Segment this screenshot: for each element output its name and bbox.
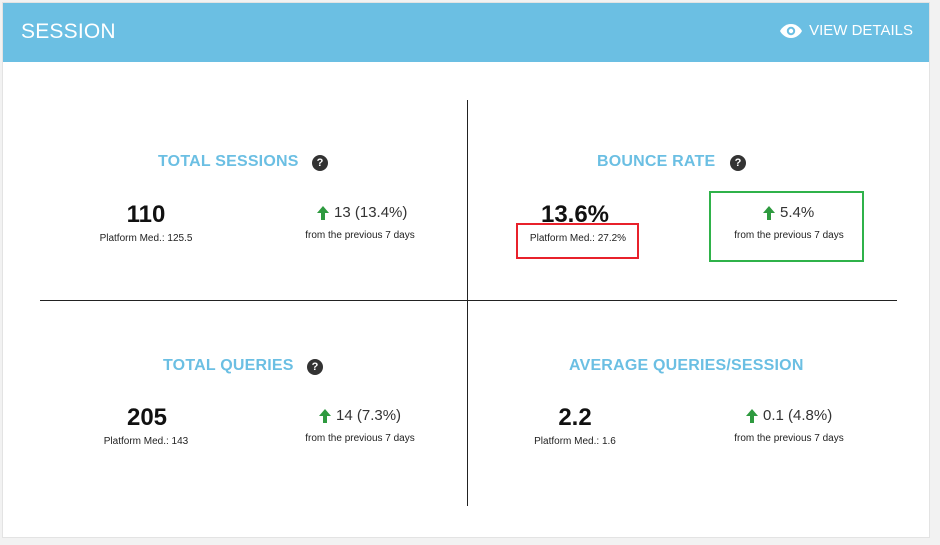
horizontal-divider — [40, 300, 897, 301]
arrow-up-icon — [317, 205, 329, 220]
eye-icon — [780, 23, 803, 38]
avg-queries-median: Platform Med.: 1.6 — [534, 436, 616, 447]
total-sessions-change-value: 13 (13.4%) — [334, 204, 408, 221]
avg-queries-value: 2.2 — [558, 404, 592, 431]
bounce-rate-title: BOUNCE RATE — [597, 153, 716, 170]
question-icon[interactable]: ? — [312, 155, 328, 171]
view-details-button[interactable]: VIEW DETAILS — [779, 22, 913, 39]
bounce-rate-change-value: 5.4% — [780, 204, 815, 221]
avg-queries-change-value: 0.1 (4.8%) — [763, 407, 833, 424]
avg-queries-period: from the previous 7 days — [734, 433, 844, 444]
arrow-up-icon — [763, 205, 775, 220]
total-sessions-period: from the previous 7 days — [305, 230, 415, 241]
card-title: SESSION — [21, 20, 116, 43]
bounce-rate-period: from the previous 7 days — [734, 230, 844, 241]
arrow-up-icon — [746, 408, 758, 423]
highlight-box-green — [709, 191, 864, 262]
total-sessions-value: 110 — [126, 201, 166, 228]
highlight-box-red — [516, 223, 639, 259]
avg-queries-change: 0.1 (4.8%) — [745, 407, 832, 424]
arrow-up-icon — [319, 408, 331, 423]
total-queries-period: from the previous 7 days — [305, 433, 415, 444]
card-header: SESSION VIEW DETAILS — [3, 3, 929, 62]
total-queries-title: TOTAL QUERIES — [163, 357, 294, 374]
session-card: SESSION VIEW DETAILS TOTAL SESSIONS ? 11… — [2, 2, 930, 538]
total-queries-change-value: 14 (7.3%) — [336, 407, 402, 424]
view-details-label: VIEW DETAILS — [809, 22, 913, 39]
total-queries-value: 205 — [126, 404, 168, 431]
bounce-rate-change: 5.4% — [762, 204, 814, 221]
total-sessions-title: TOTAL SESSIONS — [158, 153, 299, 170]
total-sessions-median: Platform Med.: 125.5 — [99, 233, 193, 244]
total-queries-change: 14 (7.3%) — [318, 407, 401, 424]
question-icon[interactable]: ? — [730, 155, 746, 171]
total-queries-median: Platform Med.: 143 — [103, 436, 189, 447]
avg-queries-title: AVERAGE QUERIES/SESSION — [569, 357, 804, 374]
bounce-rate-median: Platform Med.: 27.2% — [529, 233, 627, 244]
vertical-divider — [467, 100, 468, 506]
question-icon[interactable]: ? — [307, 359, 323, 375]
total-sessions-change: 13 (13.4%) — [316, 204, 407, 221]
